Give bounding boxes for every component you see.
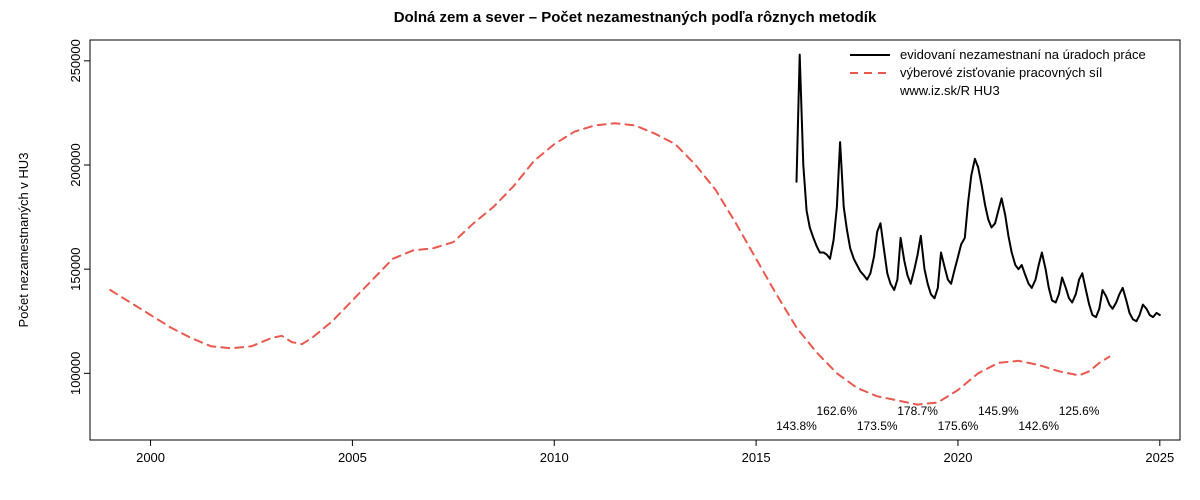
xtick-label: 2000 xyxy=(136,450,165,465)
ytick-label: 150000 xyxy=(68,247,83,290)
pct-annotation: 142.6% xyxy=(1018,419,1059,433)
pct-annotation: 125.6% xyxy=(1059,404,1100,418)
legend-source: www.iz.sk/R HU3 xyxy=(899,83,1000,98)
pct-annotation: 175.6% xyxy=(938,419,979,433)
y-axis-label: Počet nezamestnaných v HU3 xyxy=(16,153,31,328)
ytick-label: 100000 xyxy=(68,352,83,395)
chart-container: Dolná zem a sever – Počet nezamestnaných… xyxy=(0,0,1200,500)
legend-label: evidovaní nezamestnaní na úradoch práce xyxy=(900,47,1146,62)
xtick-label: 2025 xyxy=(1145,450,1174,465)
xtick-label: 2020 xyxy=(944,450,973,465)
pct-annotation: 145.9% xyxy=(978,404,1019,418)
xtick-label: 2005 xyxy=(338,450,367,465)
legend-label: výberové zisťovanie pracovných síl xyxy=(900,65,1102,80)
ytick-label: 250000 xyxy=(68,39,83,82)
pct-annotation: 162.6% xyxy=(817,404,858,418)
ytick-label: 200000 xyxy=(68,143,83,186)
xtick-label: 2010 xyxy=(540,450,569,465)
chart-title: Dolná zem a sever – Počet nezamestnaných… xyxy=(394,9,877,26)
pct-annotation: 173.5% xyxy=(857,419,898,433)
series-line xyxy=(110,123,1109,404)
pct-annotation: 178.7% xyxy=(897,404,938,418)
xtick-label: 2015 xyxy=(742,450,771,465)
plot-border xyxy=(90,40,1180,440)
pct-annotation: 143.8% xyxy=(776,419,817,433)
chart-svg: Dolná zem a sever – Počet nezamestnaných… xyxy=(0,0,1200,500)
